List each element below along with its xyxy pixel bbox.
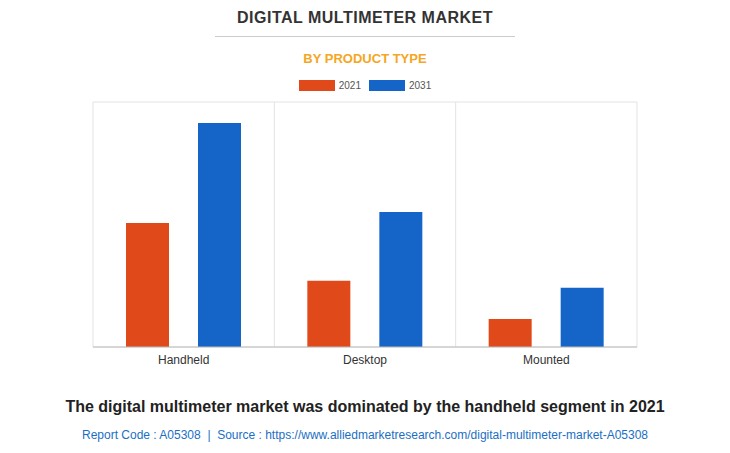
html-text:2031: 2031 xyxy=(409,80,432,91)
html-text:DIGITAL MULTIMETER MARKET: DIGITAL MULTIMETER MARKET xyxy=(237,9,493,26)
svg-text:Desktop: Desktop xyxy=(343,353,387,367)
html-text:Report Code : A05308 | Source: Report Code : A05308 | Source : https://… xyxy=(82,428,648,442)
html-text:2021: 2021 xyxy=(338,80,361,91)
svg-text:Handheld: Handheld xyxy=(158,353,209,367)
html-text:BY PRODUCT TYPE: BY PRODUCT TYPE xyxy=(303,51,427,66)
svg-text:Mounted: Mounted xyxy=(523,353,570,367)
html-text:The digital multimeter market: The digital multimeter market was domina… xyxy=(65,398,665,415)
